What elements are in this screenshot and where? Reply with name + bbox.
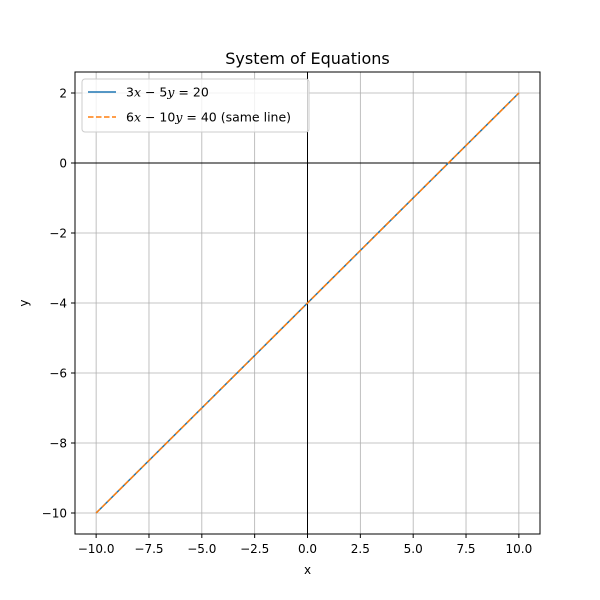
x-tick-label: −2.5: [240, 542, 269, 556]
legend-box: [81, 78, 310, 133]
legend: 3x − 5y = 20 6x − 10y = 40 (same line): [81, 78, 310, 133]
series-line-2: [95, 92, 520, 514]
y-axis-label: y: [17, 299, 31, 306]
legend-label-series-2-rhs: = 40 (same line): [182, 110, 291, 125]
x-axis-label: x: [304, 563, 311, 577]
y-axis-ticks: 2 0 −2 −4 −6 −8 −10: [42, 87, 75, 521]
legend-label-series-1-var-x: x: [134, 85, 141, 100]
y-tick-label: −10: [42, 507, 67, 521]
legend-label-series-1-var-y: y: [166, 85, 175, 100]
x-tick-label: 0.0: [298, 542, 317, 556]
y-tick-label: −4: [49, 297, 67, 311]
x-tick-label: 2.5: [351, 542, 370, 556]
series-layer: [95, 92, 520, 514]
legend-label-series-1-rhs: = 20: [174, 85, 208, 100]
x-tick-label: −10.0: [78, 542, 115, 556]
x-tick-label: −7.5: [134, 542, 163, 556]
legend-label-series-2-coef-6: 6: [126, 110, 134, 125]
x-axis-ticks: −10.0 −7.5 −5.0 −2.5 0.0 2.5 5.0 7.5 10.0: [78, 534, 532, 556]
x-tick-label: 7.5: [456, 542, 475, 556]
legend-label-series-2-minus: − 10: [141, 110, 175, 125]
x-tick-label: 10.0: [506, 542, 533, 556]
legend-label-series-1-minus: − 5: [141, 85, 167, 100]
legend-label-series-1: 3x − 5y = 20: [126, 85, 209, 100]
y-tick-label: −2: [49, 227, 67, 241]
legend-label-series-2-var-y: y: [174, 110, 183, 125]
y-tick-label: 2: [59, 87, 67, 101]
legend-label-series-1-coef-3: 3: [126, 85, 134, 100]
x-tick-label: −5.0: [187, 542, 216, 556]
chart-title: System of Equations: [225, 49, 389, 68]
legend-label-series-2-var-x: x: [134, 110, 141, 125]
y-tick-label: −6: [49, 367, 67, 381]
y-tick-label: −8: [49, 437, 67, 451]
legend-label-series-2: 6x − 10y = 40 (same line): [126, 110, 291, 125]
y-tick-label: 0: [59, 157, 67, 171]
x-tick-label: 5.0: [404, 542, 423, 556]
